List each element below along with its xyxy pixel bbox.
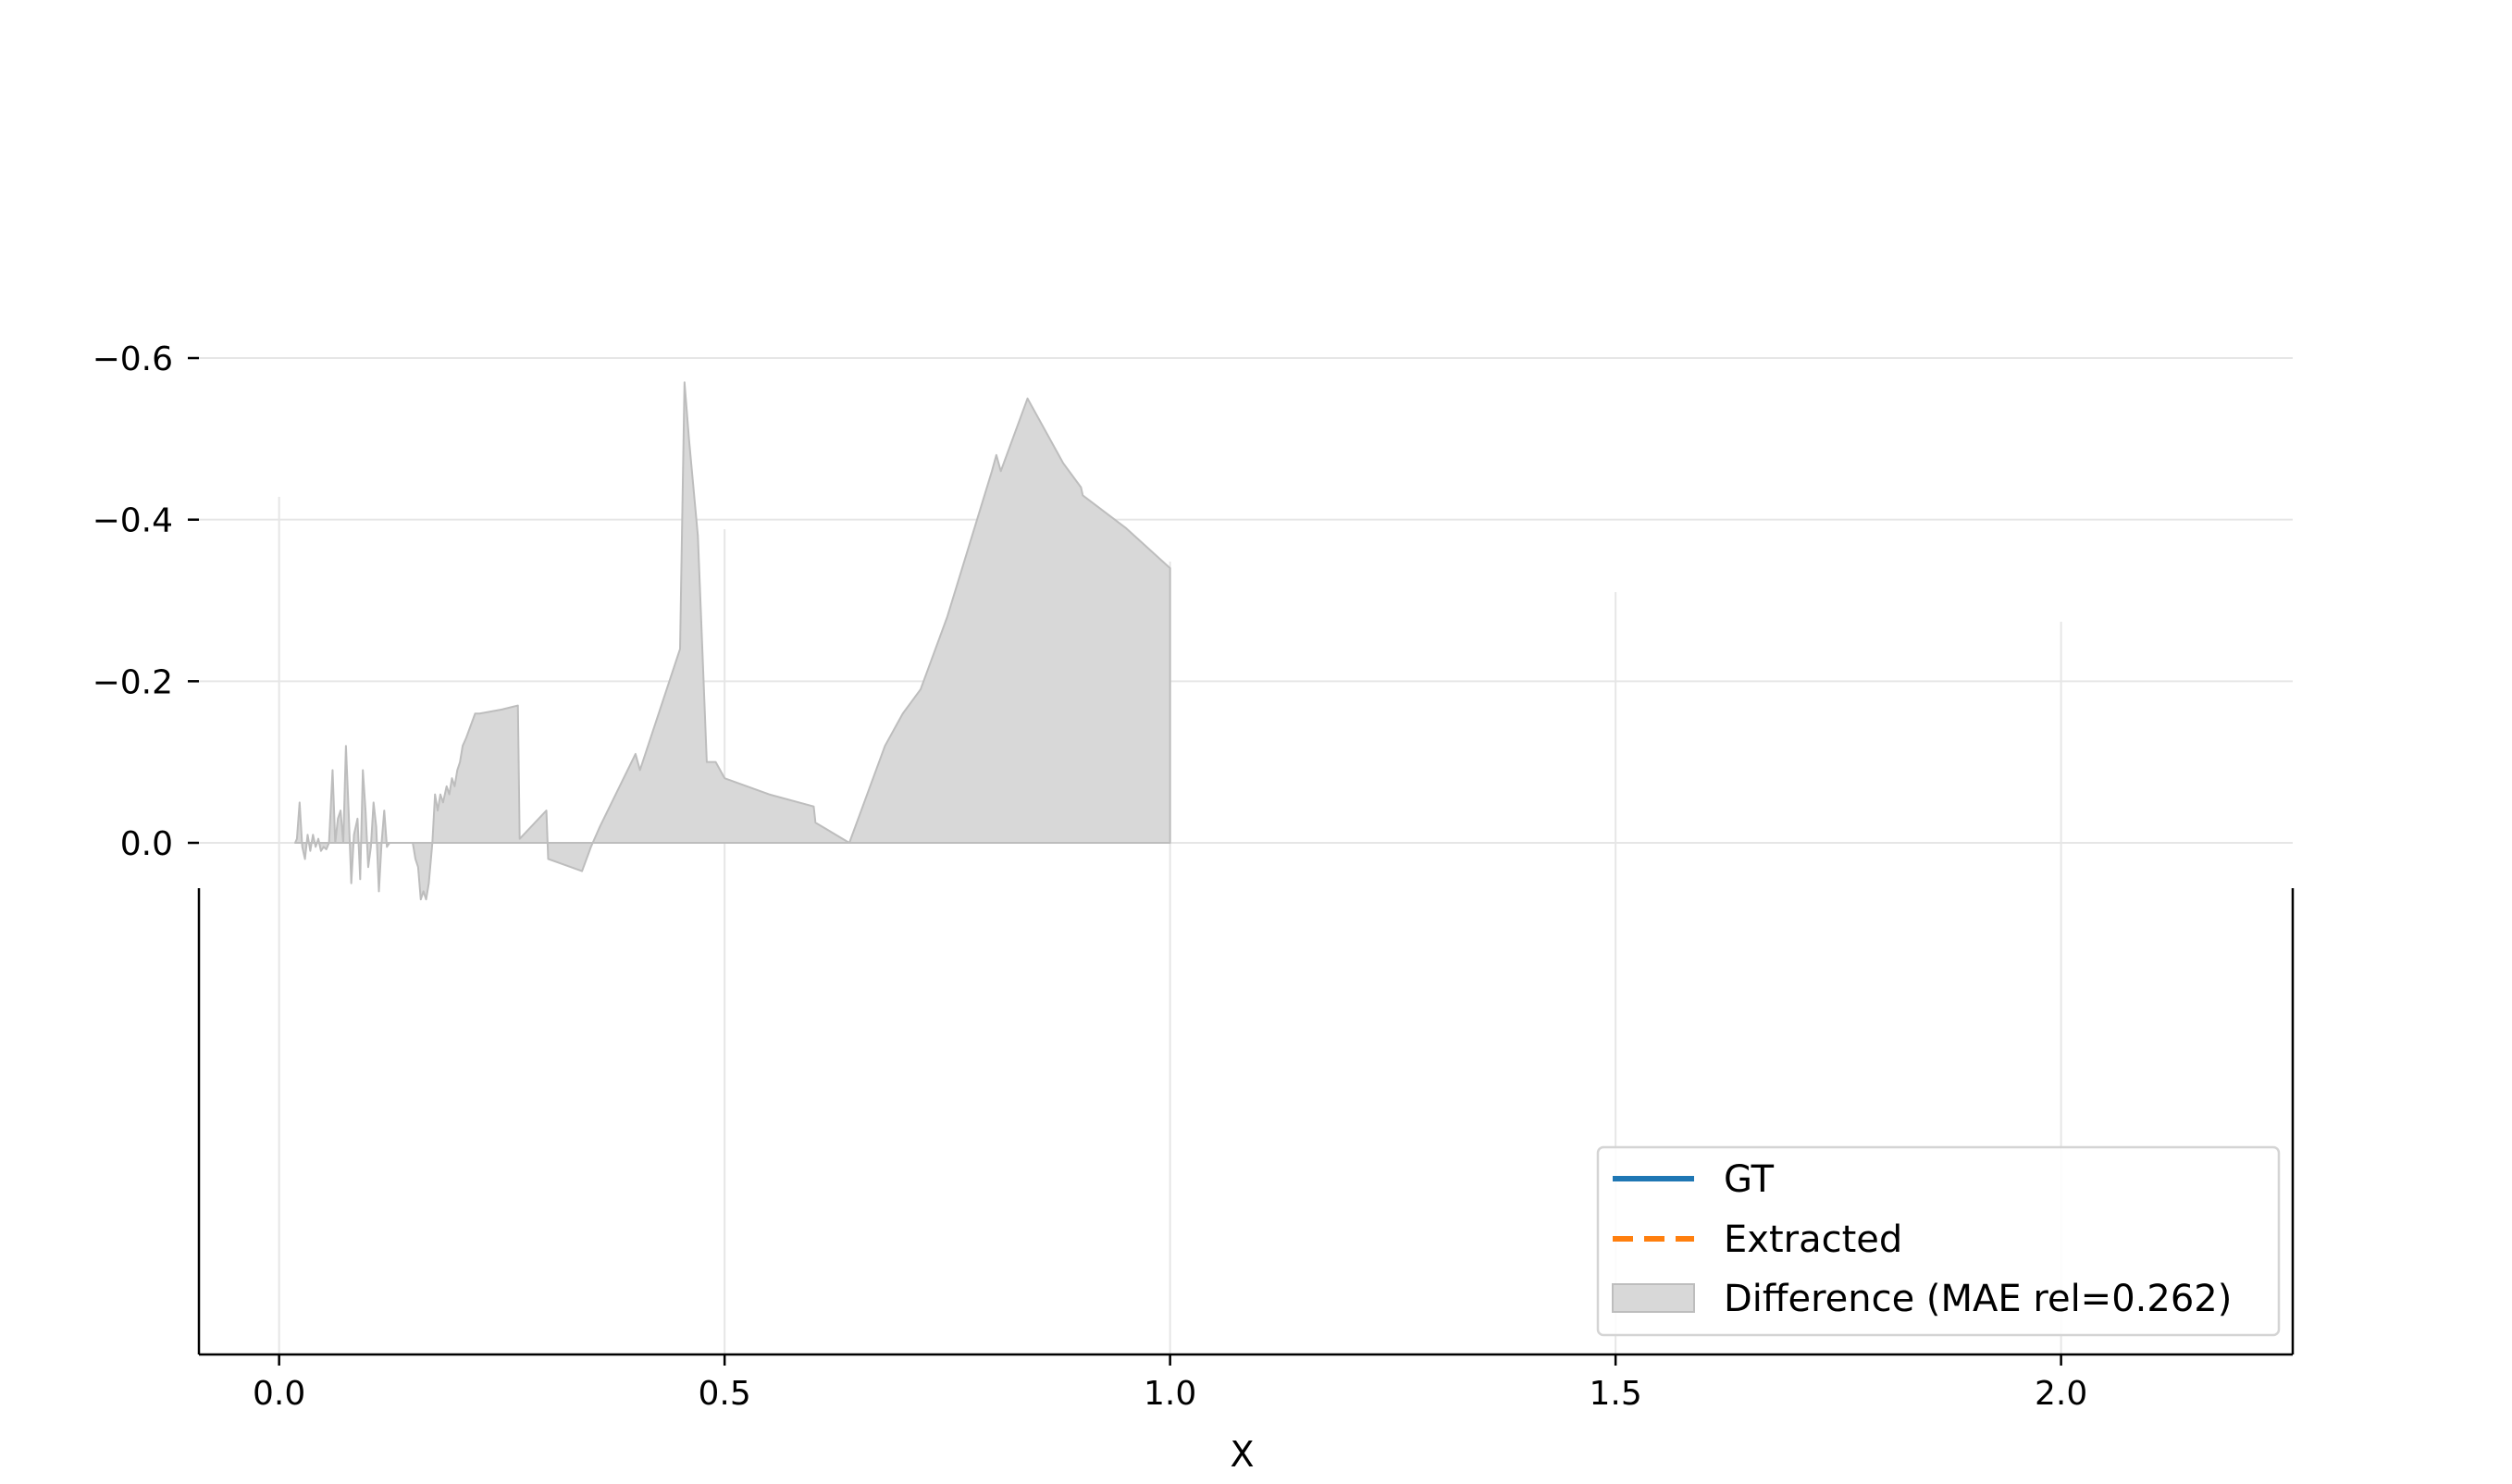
- legend-difference-label: Difference (MAE rel=0.262): [1724, 1278, 2232, 1320]
- legend-extracted-label: Extracted: [1724, 1218, 1902, 1261]
- y-tick-label: −0.4: [93, 502, 173, 540]
- difference-area: [294, 381, 1171, 901]
- y-ticks: 0.0 −0.2 −0.4 −0.6: [93, 340, 199, 863]
- x-ticks: 0.0 0.5 1.0 1.5 2.0: [253, 1354, 2087, 1413]
- x-axis-label: X: [1230, 1434, 1254, 1475]
- x-tick-label: 2.0: [2035, 1375, 2087, 1413]
- legend-box: [1596, 1145, 2281, 1337]
- y-tick-label: −0.2: [93, 663, 173, 701]
- axes: [197, 888, 2295, 1356]
- y-tick-label: −0.6: [93, 340, 173, 378]
- x-tick-label: 0.0: [253, 1375, 305, 1413]
- y-tick-label: 0.0: [120, 825, 173, 863]
- x-tick-label: 0.5: [699, 1375, 751, 1413]
- difference-area-layer: [294, 381, 1171, 901]
- x-tick-label: 1.0: [1144, 1375, 1196, 1413]
- legend-difference-patch: [1612, 1283, 1695, 1313]
- x-tick-label: 1.5: [1590, 1375, 1642, 1413]
- legend-gt-label: GT: [1724, 1158, 1775, 1201]
- legend: GT Extracted Difference (MAE rel=0.262): [1596, 1145, 2281, 1337]
